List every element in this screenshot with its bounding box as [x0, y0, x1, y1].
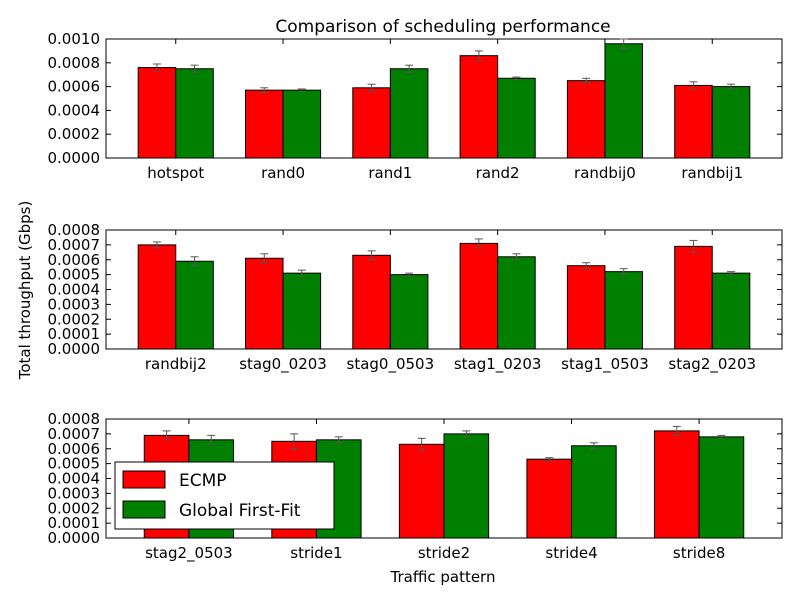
y-tick-label: 0.0002	[48, 499, 101, 517]
bar-global-first-fit-rand0	[282, 89, 322, 159]
x-tick-label: randbij1	[681, 164, 743, 182]
bar-ecmp-stride4	[526, 458, 573, 539]
bar-ecmp-stag2-0203	[674, 245, 713, 350]
bar-global-first-fit-randbij1	[711, 86, 751, 159]
bar-global-first-fit-stag0-0503	[389, 274, 429, 350]
bar-ecmp-stag1-0503	[566, 265, 606, 350]
bar-global-first-fit-stag2-0203	[711, 272, 751, 350]
bar-global-first-fit-randbij2	[175, 260, 214, 350]
y-tick-label: 0.0007	[48, 425, 101, 443]
y-tick-label: 0.0007	[48, 236, 101, 254]
x-tick-label: randbij0	[574, 164, 636, 182]
bar-ecmp-stride2	[398, 443, 445, 539]
x-tick-label: stag0_0203	[239, 355, 327, 374]
bar-global-first-fit-stag0-0203	[282, 272, 322, 350]
bar-global-first-fit-stride2	[443, 433, 490, 539]
x-tick-label: randbij2	[145, 355, 207, 373]
x-tick-label: stride1	[290, 544, 342, 562]
x-tick-label: stag0_0503	[347, 355, 435, 374]
x-axis-label: Traffic pattern	[390, 568, 496, 586]
bar-ecmp-randbij0	[566, 80, 606, 159]
y-tick-label: 0.0008	[48, 410, 101, 428]
bar-global-first-fit-rand2	[497, 77, 536, 159]
y-tick-label: 0.0000	[48, 149, 101, 167]
panel-2: 0.00000.00010.00020.00030.00040.00050.00…	[48, 221, 783, 374]
x-tick-label: stride4	[545, 544, 597, 562]
bar-ecmp-stag1-0203	[459, 242, 499, 350]
y-tick-label: 0.0008	[48, 221, 101, 239]
bar-global-first-fit-stride8	[698, 436, 745, 539]
x-tick-label: rand2	[476, 164, 520, 182]
x-tick-label: rand0	[261, 164, 305, 182]
bar-ecmp-hotspot	[137, 67, 177, 159]
y-tick-label: 0.0006	[48, 78, 101, 96]
bar-ecmp-rand2	[459, 55, 499, 159]
x-tick-label: hotspot	[147, 164, 204, 182]
y-tick-label: 0.0006	[48, 251, 101, 269]
legend: ECMP Global First-Fit	[114, 461, 335, 530]
legend-label-ecmp: ECMP	[179, 471, 227, 491]
x-tick-label: stag1_0203	[454, 355, 542, 374]
bar-ecmp-stag0-0203	[244, 257, 284, 350]
y-tick-label: 0.0001	[48, 325, 101, 343]
panel-1: 0.0000 0.0002 0.0004 0.0006 0.0008 0.0010 hots…	[48, 30, 783, 182]
x-tick-label: stride8	[673, 544, 725, 562]
legend-label-global-first-fit: Global First-Fit	[179, 501, 301, 521]
legend-swatch-ecmp	[122, 470, 166, 489]
y-tick-label: 0.0001	[48, 514, 101, 532]
y-tick-label: 0.0002	[48, 310, 101, 328]
y-tick-label: 0.0000	[48, 340, 101, 358]
y-tick-label: 0.0000	[48, 529, 101, 547]
bar-global-first-fit-stag1-0503	[604, 271, 644, 350]
y-tick-label: 0.0004	[48, 470, 101, 488]
y-tick-label: 0.0005	[48, 266, 101, 284]
bar-ecmp-randbij2	[137, 244, 177, 350]
y-tick-label: 0.0004	[48, 101, 101, 119]
y-axis-label: Total throughput (Gbps)	[16, 201, 34, 381]
x-tick-label: rand1	[368, 164, 412, 182]
y-tick-label: 0.0008	[48, 54, 101, 72]
bar-global-first-fit-randbij0	[604, 43, 644, 159]
y-tick-label: 0.0003	[48, 484, 101, 502]
bar-global-first-fit-stag1-0203	[497, 256, 536, 350]
plot-frame	[105, 38, 783, 159]
y-tick-label: 0.0005	[48, 455, 101, 473]
chart-title: Comparison of scheduling performance	[275, 17, 610, 37]
legend-swatch-global-first-fit	[122, 500, 166, 519]
x-tick-label: stride2	[418, 544, 470, 562]
bar-ecmp-stag0-0503	[352, 254, 391, 350]
x-tick-label: stag2_0503	[145, 544, 233, 563]
bar-ecmp-rand0	[244, 89, 284, 159]
y-tick-label: 0.0003	[48, 295, 101, 313]
bar-global-first-fit-rand1	[389, 68, 429, 159]
x-tick-label: stag1_0503	[561, 355, 649, 374]
bar-global-first-fit-stride4	[571, 445, 617, 539]
y-tick-label: 0.0002	[48, 125, 101, 143]
y-tick-label: 0.0004	[48, 281, 101, 299]
y-tick-label: 0.0010	[48, 30, 101, 48]
bar-ecmp-randbij1	[674, 84, 713, 159]
bar-ecmp-stride8	[653, 430, 700, 539]
y-tick-label: 0.0006	[48, 440, 101, 458]
x-tick-label: stag2_0203	[668, 355, 756, 374]
bar-ecmp-rand1	[352, 87, 391, 159]
bar-global-first-fit-hotspot	[175, 68, 214, 159]
